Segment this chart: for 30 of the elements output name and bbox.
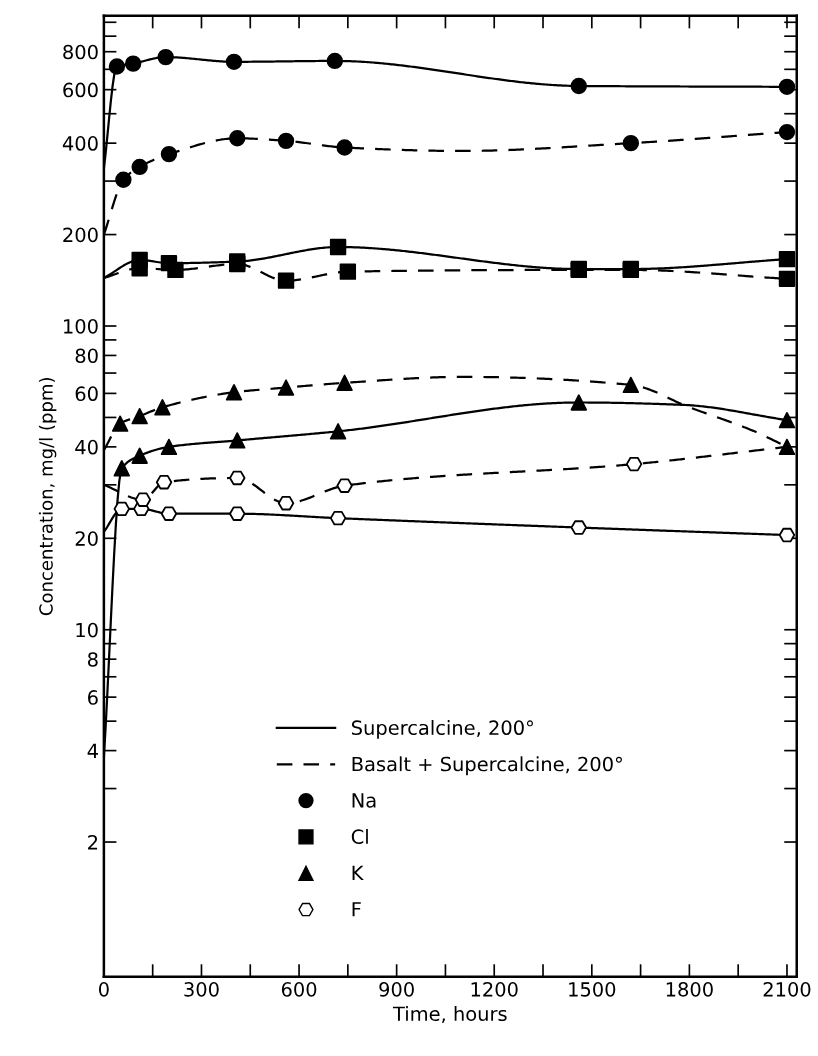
y-tick-label: 6 <box>88 690 98 705</box>
x-tick-label: 900 <box>379 982 414 997</box>
x-tick-label: 0 <box>98 982 109 997</box>
y-tick-label: 10 <box>76 622 98 638</box>
legend-label: Supercalcine, 200° <box>351 720 533 739</box>
legend-label: Cl <box>351 828 368 845</box>
y-tick-label: 600 <box>63 82 98 98</box>
y-tick-label: 80 <box>75 348 98 364</box>
legend-label: Na <box>352 793 376 808</box>
y-tick-label: 20 <box>75 531 98 546</box>
x-tick-label: 300 <box>184 982 219 997</box>
x-tick-label: 600 <box>281 982 317 997</box>
y-tick-label: 400 <box>62 136 98 151</box>
y-tick-label: 100 <box>64 318 98 334</box>
legend-label: Basalt + Supercalcine, 200° <box>352 756 622 776</box>
y-tick-label: 800 <box>63 44 98 60</box>
y-axis-title: Concentration, mg/l (ppm) <box>38 378 57 616</box>
y-tick-label: 4 <box>87 743 98 758</box>
y-tick-label: 40 <box>75 439 98 455</box>
y-tick-label: 200 <box>63 227 98 243</box>
legend-label: K <box>352 865 364 881</box>
x-tick-label: 1800 <box>666 982 713 997</box>
x-tick-label: 1200 <box>471 982 518 997</box>
legend-label: F <box>352 902 361 917</box>
x-tick-label: 1500 <box>569 982 616 997</box>
y-tick-label: 60 <box>75 386 98 402</box>
x-axis-title: Time, hours <box>392 1006 507 1024</box>
x-tick-label: 2100 <box>763 982 811 997</box>
y-tick-label: 2 <box>88 834 98 850</box>
y-tick-label: 8 <box>87 652 98 667</box>
